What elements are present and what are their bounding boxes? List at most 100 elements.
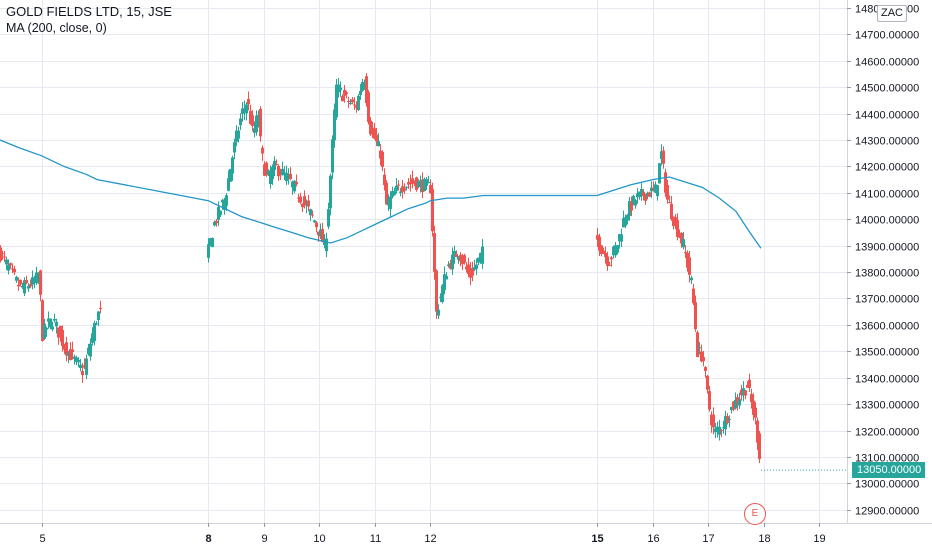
candle-body — [351, 99, 354, 103]
price-tick-label: 13900.00000 — [855, 242, 919, 254]
candle-body — [229, 168, 232, 182]
candle-body — [748, 379, 751, 388]
price-tick-label: 14100.00000 — [855, 189, 919, 201]
candle-body — [403, 188, 406, 191]
candle-body — [95, 323, 98, 325]
candle-body — [327, 209, 330, 227]
candle-body — [305, 204, 308, 206]
candle-body — [277, 166, 280, 177]
candle-body — [449, 263, 452, 269]
candle-body — [471, 268, 474, 276]
price-tick-label: 14000.00000 — [855, 215, 919, 227]
time-tick-label: 17 — [702, 533, 714, 545]
candle-body — [309, 209, 312, 216]
candle-body — [644, 193, 647, 201]
earnings-event-marker[interactable]: E — [744, 503, 766, 525]
candle-body — [455, 254, 458, 258]
candle-body — [467, 264, 470, 274]
candle-body — [87, 347, 90, 355]
candle-body — [17, 284, 20, 287]
candle-body — [620, 234, 623, 242]
candle-body — [273, 160, 276, 170]
candle-body — [227, 178, 230, 191]
candle-body — [479, 252, 482, 260]
candle-body — [614, 245, 617, 256]
candle-body — [738, 399, 741, 406]
candle-body — [606, 256, 609, 266]
candle-body — [367, 92, 370, 123]
candle-body — [451, 254, 454, 270]
indicator-legend[interactable]: MA (200, close, 0) — [6, 21, 107, 35]
candle-body — [223, 199, 226, 210]
candle-body — [395, 185, 398, 191]
candle-body — [241, 108, 244, 114]
candle-body — [624, 217, 627, 226]
candle-body — [634, 200, 637, 206]
candle-body — [602, 250, 605, 254]
candle-body — [720, 429, 723, 431]
candle-body — [339, 87, 342, 91]
candle-body — [722, 427, 725, 429]
candle-body — [463, 255, 466, 263]
candle-body — [49, 318, 52, 328]
candle-body — [724, 416, 727, 430]
candle-body — [670, 203, 673, 220]
candle-body — [676, 220, 679, 237]
time-axis: 5 8 9 10 11 12 15 16 17 18 19 — [39, 523, 826, 545]
candle-body — [385, 182, 388, 205]
candle-body — [0, 247, 2, 261]
candle-body — [672, 216, 675, 227]
candle-body — [47, 318, 50, 322]
candle-body — [459, 254, 462, 262]
candle-body — [457, 256, 460, 260]
candle-body — [25, 280, 28, 284]
time-tick-label: 16 — [647, 533, 659, 545]
candle-body — [758, 433, 761, 459]
candle-body — [752, 400, 755, 415]
candle-body — [377, 141, 380, 147]
candle-body — [736, 397, 739, 403]
candle-body — [9, 263, 12, 266]
candle-body — [33, 279, 36, 283]
candle-body — [700, 351, 703, 362]
candle-body — [217, 206, 220, 220]
candle-body — [271, 166, 274, 180]
candle-body — [67, 351, 70, 356]
candle-body — [680, 232, 683, 244]
candle-body — [361, 81, 364, 91]
price-tick-label: 14400.00000 — [855, 110, 919, 122]
candle-body — [660, 151, 663, 159]
candle-body — [608, 264, 611, 266]
candle-body — [207, 244, 210, 258]
candle-body — [1, 253, 4, 255]
candle-body — [233, 142, 236, 153]
candle-body — [307, 200, 310, 207]
candle-body — [65, 342, 68, 356]
candle-body — [401, 186, 404, 192]
candle-body — [598, 236, 601, 251]
candle-body — [51, 326, 54, 330]
candle-body — [686, 252, 689, 268]
candle-body — [708, 391, 711, 410]
candle-body — [469, 267, 472, 278]
candle-body — [658, 163, 661, 184]
price-tick-label: 14700.00000 — [855, 30, 919, 42]
candle-body — [407, 182, 410, 185]
candle-body — [706, 375, 709, 390]
candle-body — [291, 181, 294, 188]
candle-body — [287, 175, 290, 179]
candle-body — [363, 83, 366, 87]
candle-body — [453, 250, 456, 258]
grid-lines — [0, 0, 847, 523]
candle-body — [389, 196, 392, 210]
candle-body — [215, 220, 218, 224]
candle-body — [37, 274, 40, 281]
ma-line — [0, 139, 762, 249]
candle-body — [648, 192, 651, 197]
candle-body — [261, 147, 264, 154]
symbol-title[interactable]: GOLD FIELDS LTD, 15, JSE — [6, 4, 172, 19]
candle-body — [251, 115, 254, 126]
candle-body — [343, 90, 346, 96]
candle-body — [289, 173, 292, 180]
